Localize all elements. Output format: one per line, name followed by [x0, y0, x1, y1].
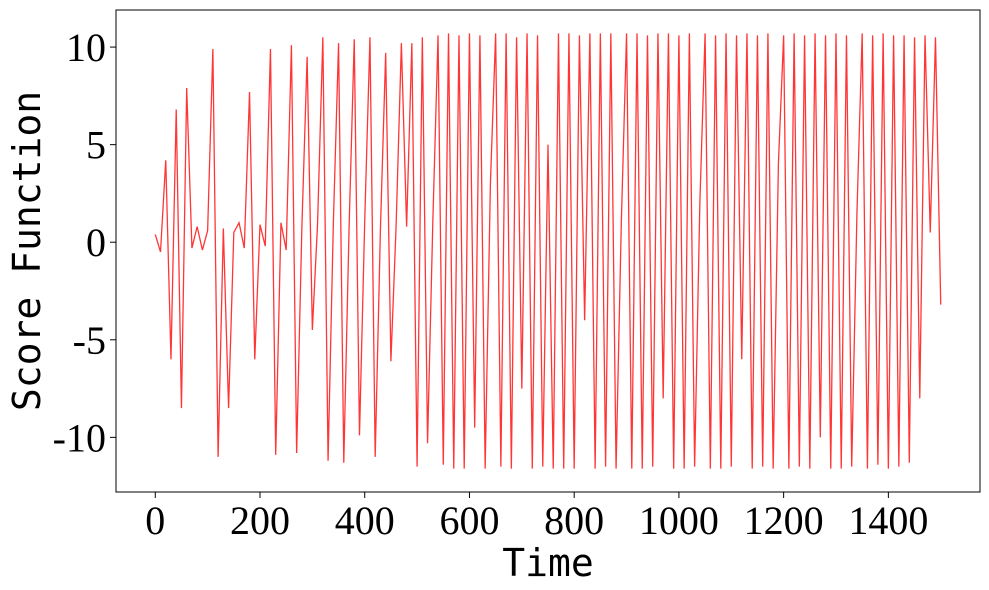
y-tick-label: -5	[73, 318, 106, 363]
y-tick-label: 10	[66, 25, 106, 70]
y-axis-label: Score Function	[5, 91, 49, 411]
x-axis-label: Time	[502, 541, 594, 585]
x-tick-label: 1000	[639, 498, 719, 543]
y-tick-label: -10	[53, 415, 106, 460]
y-tick-label: 5	[86, 123, 106, 168]
line-series	[154, 33, 942, 469]
x-tick-label: 200	[230, 498, 290, 543]
x-tick-label: 800	[544, 498, 604, 543]
x-tick-label: 1400	[848, 498, 928, 543]
y-tick-label: 0	[86, 220, 106, 265]
x-tick-label: 0	[145, 498, 165, 543]
x-tick-label: 1200	[744, 498, 824, 543]
x-tick-label: 400	[335, 498, 395, 543]
x-tick-label: 600	[439, 498, 499, 543]
plot-frame	[115, 9, 981, 493]
